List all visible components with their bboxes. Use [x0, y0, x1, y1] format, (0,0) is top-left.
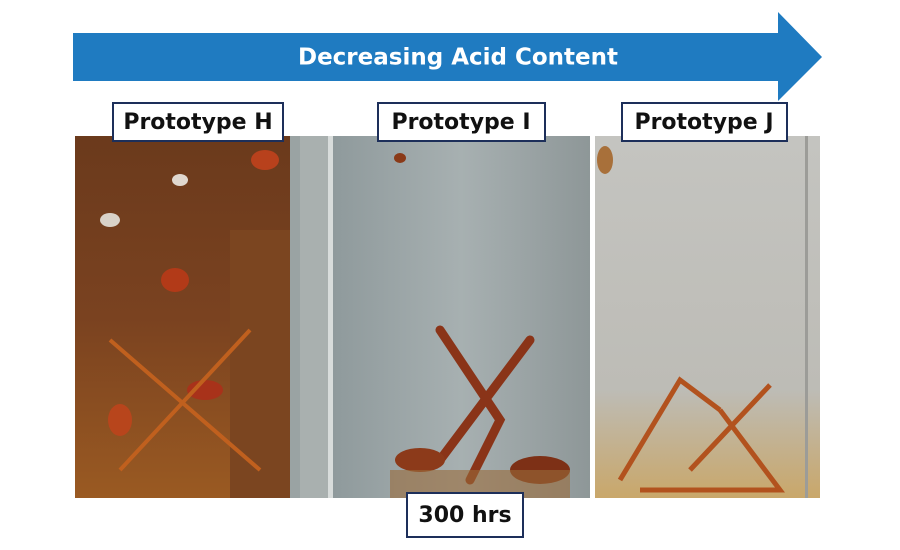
caption: 300 hrs [418, 503, 511, 528]
caption-box [406, 492, 524, 538]
panel-photo [75, 136, 330, 498]
panel-label: Prototype H [123, 110, 272, 135]
panel-label: Prototype J [634, 110, 773, 135]
label-box [112, 102, 284, 142]
label-box [621, 102, 788, 142]
arrow-label: Decreasing Acid Content [298, 45, 618, 71]
panel-photo [328, 136, 590, 498]
label-box [377, 102, 546, 142]
panel-photo [595, 136, 820, 498]
panel-label: Prototype I [391, 110, 530, 135]
arrow [73, 12, 822, 101]
